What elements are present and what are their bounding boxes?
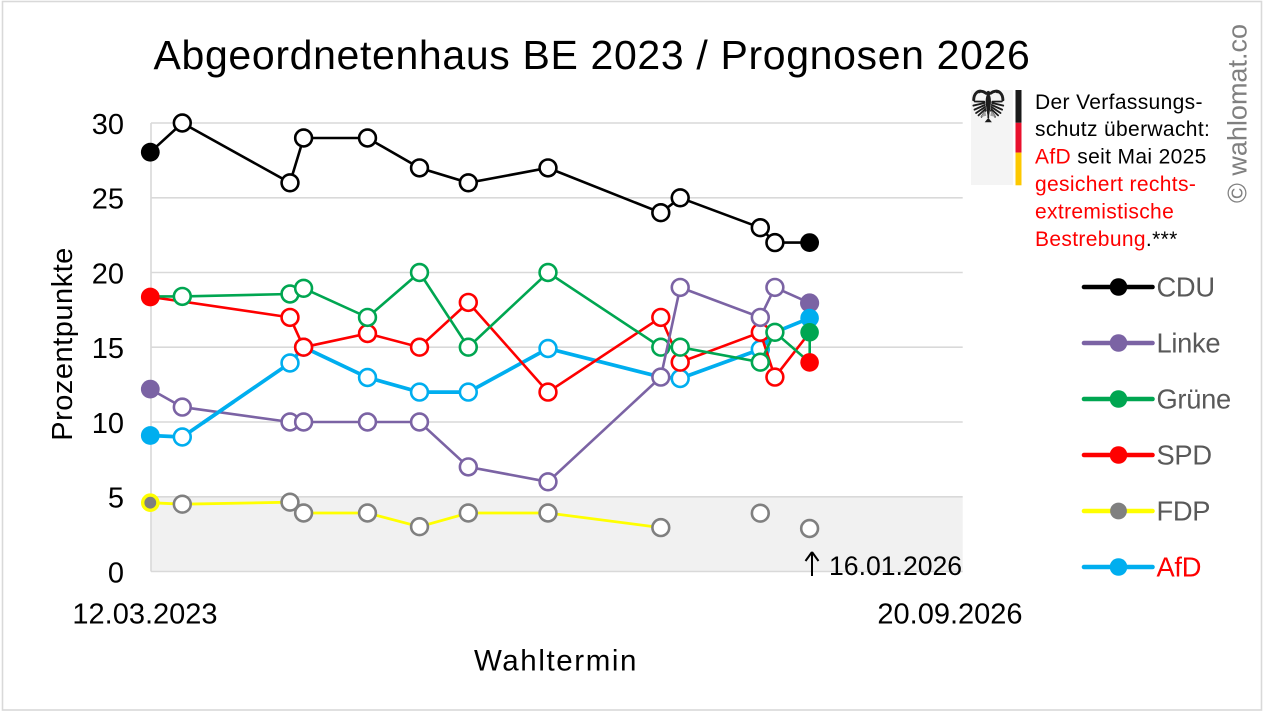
svg-text:20: 20 xyxy=(92,258,124,290)
svg-text:Wahltermin: Wahltermin xyxy=(474,645,638,678)
svg-text:5: 5 xyxy=(108,483,124,515)
svg-text:extremistische: extremistische xyxy=(1035,200,1174,223)
svg-text:16.01.2026: 16.01.2026 xyxy=(829,551,962,581)
svg-text:25: 25 xyxy=(92,184,124,216)
svg-text:Abgeordnetenhaus BE 2023 / Pro: Abgeordnetenhaus BE 2023 / Prognosen 202… xyxy=(154,32,1031,78)
svg-text:10: 10 xyxy=(92,408,124,440)
svg-text:CDU: CDU xyxy=(1157,272,1215,303)
svg-text:Linke: Linke xyxy=(1157,328,1221,359)
svg-text:AfD seit Mai 2025: AfD seit Mai 2025 xyxy=(1035,146,1207,169)
svg-text:© wahlomat.co: © wahlomat.co xyxy=(1223,24,1253,203)
svg-text:20.09.2026: 20.09.2026 xyxy=(877,599,1022,631)
svg-text:gesichert rechts-: gesichert rechts- xyxy=(1035,173,1196,196)
svg-text:Prozentpunkte: Prozentpunkte xyxy=(47,247,79,441)
svg-text:Bestrebung.***: Bestrebung.*** xyxy=(1035,228,1178,251)
svg-text:15: 15 xyxy=(92,333,124,365)
svg-text:schutz überwacht:: schutz überwacht: xyxy=(1035,118,1210,141)
svg-text:Grüne: Grüne xyxy=(1157,384,1231,415)
svg-text:12.03.2023: 12.03.2023 xyxy=(72,599,217,631)
svg-text:AfD: AfD xyxy=(1157,552,1202,583)
svg-text:0: 0 xyxy=(108,557,124,589)
svg-text:Der Verfassungs-: Der Verfassungs- xyxy=(1035,91,1203,114)
svg-text:FDP: FDP xyxy=(1157,496,1211,527)
svg-text:SPD: SPD xyxy=(1157,440,1212,471)
svg-text:30: 30 xyxy=(92,109,124,141)
